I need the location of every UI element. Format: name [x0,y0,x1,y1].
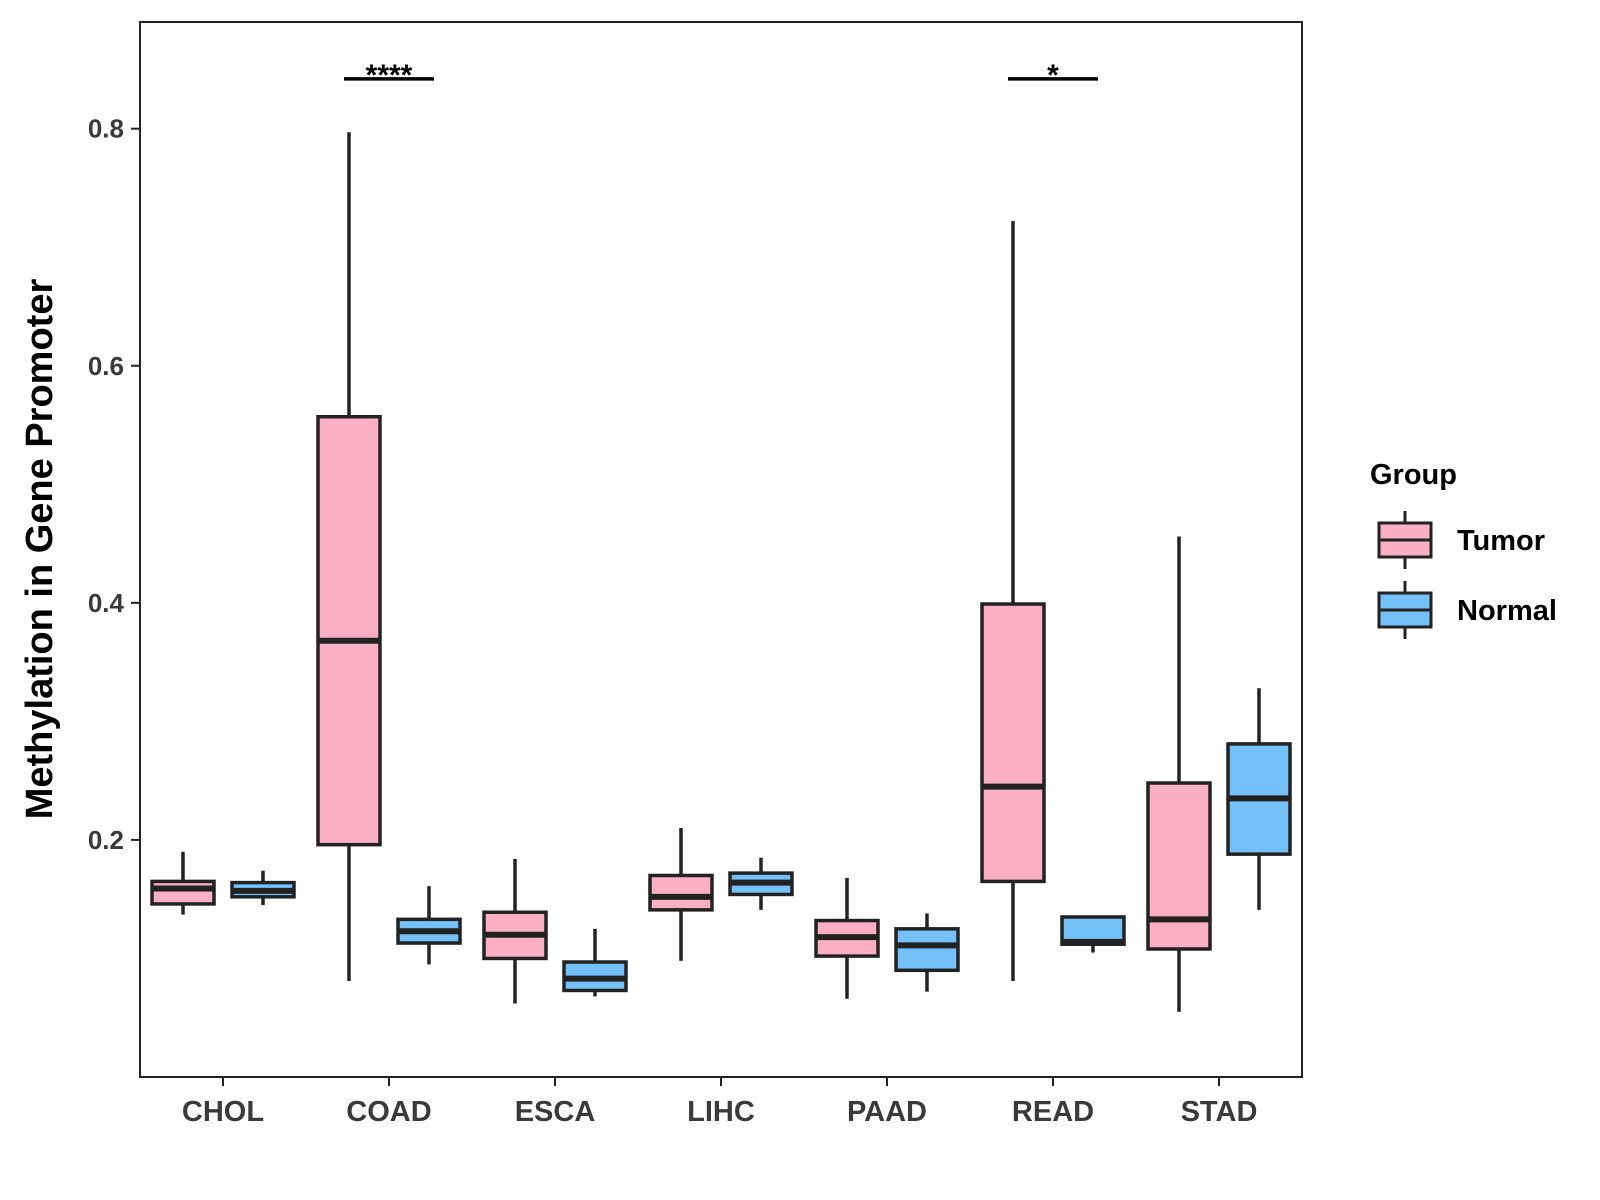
box-body-tumor-chol [150,879,216,906]
box-normal-chol [230,870,296,906]
box-body-normal-paad [894,927,960,973]
x-tick-label-read: READ [1012,1096,1094,1128]
legend-key-tumor [1377,511,1433,569]
box-tumor-chol [150,851,216,915]
y-tick-label: 0.6 [88,351,124,381]
box-body-tumor-coad [316,414,382,847]
y-tick-label: 0.2 [88,825,124,855]
legend-label-tumor: Tumor [1457,525,1545,557]
box-normal-stad [1226,688,1292,910]
box-body-tumor-stad [1146,781,1212,951]
plot-panel [139,21,1303,1078]
box-body-tumor-lihc [648,873,714,912]
box-tumor-lihc [648,828,714,961]
y-tick-label: 0.4 [88,588,125,618]
x-tick-label-coad: COAD [346,1096,431,1128]
box-tumor-stad [1146,536,1212,1012]
box-normal-esca [562,928,628,997]
legend-title: Group [1370,459,1457,491]
y-axis-label: Methylation in Gene Promoter [19,279,61,820]
box-normal-paad [894,913,960,992]
x-tick-label-paad: PAAD [847,1096,927,1128]
box-normal-lihc [728,857,794,910]
box-body-tumor-read [980,602,1046,884]
box-tumor-read [980,221,1046,981]
box-normal-read [1060,915,1126,953]
box-tumor-esca [482,858,548,1004]
legend-key-normal [1377,581,1433,639]
significance-label-coad: **** [366,59,413,92]
x-tick-label-stad: STAD [1181,1096,1258,1128]
significance-label-read: * [1047,59,1059,92]
x-tick-label-lihc: LIHC [687,1096,755,1128]
x-tick-label-chol: CHOL [182,1096,264,1128]
box-normal-coad [396,886,462,965]
legend-label-normal: Normal [1457,595,1557,627]
box-tumor-coad [316,132,382,981]
x-tick-label-esca: ESCA [515,1096,596,1128]
y-tick-label: 0.8 [88,114,124,144]
box-tumor-paad [814,877,880,999]
